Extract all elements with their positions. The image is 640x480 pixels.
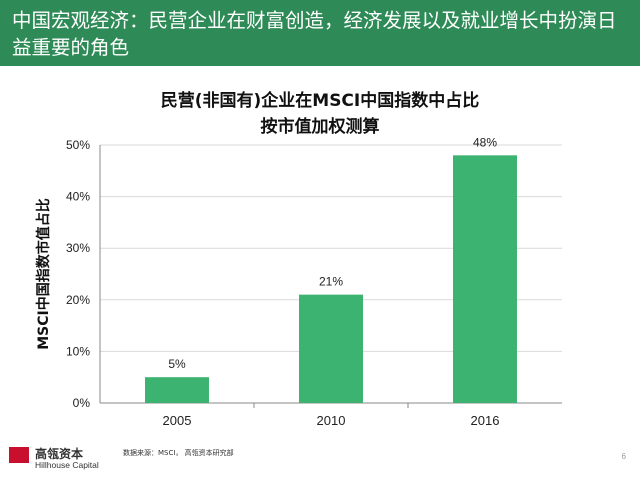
- page-number: 6: [621, 452, 626, 461]
- logo-english-name: Hillhouse Capital: [35, 460, 99, 470]
- x-tick-label: 2010: [317, 413, 346, 428]
- data-label: 5%: [168, 357, 186, 371]
- y-tick-label: 30%: [66, 241, 90, 255]
- y-tick-label: 50%: [66, 138, 90, 152]
- y-tick-label: 10%: [66, 344, 90, 358]
- header-bar: 中国宏观经济：民营企业在财富创造，经济发展以及就业增长中扮演日益重要的角色: [0, 0, 640, 66]
- chart-title: 民营(非国有)企业在MSCI中国指数中占比: [160, 91, 480, 111]
- bar-2005: [145, 377, 209, 403]
- bar-2016: [453, 155, 517, 403]
- x-tick-label: 2016: [471, 413, 500, 428]
- data-label: 21%: [319, 275, 343, 289]
- logo-chinese-name: 高瓴资本: [35, 447, 84, 461]
- y-tick-label: 20%: [66, 293, 90, 307]
- chart-subtitle: 按市值加权测算: [260, 117, 380, 137]
- y-axis-title: MSCI中国指数市值占比: [35, 198, 52, 350]
- y-tick-label: 40%: [66, 190, 90, 204]
- data-source-note: 数据来源：MSCI， 高瓴资本研究部: [123, 449, 234, 457]
- page-title: 中国宏观经济：民营企业在财富创造，经济发展以及就业增长中扮演日益重要的角色: [12, 9, 617, 59]
- x-tick-label: 2005: [163, 413, 192, 428]
- hillhouse-logo-icon: [9, 447, 29, 463]
- bar-2010: [299, 294, 363, 403]
- data-label: 48%: [473, 135, 497, 149]
- y-tick-label: 0%: [73, 396, 91, 410]
